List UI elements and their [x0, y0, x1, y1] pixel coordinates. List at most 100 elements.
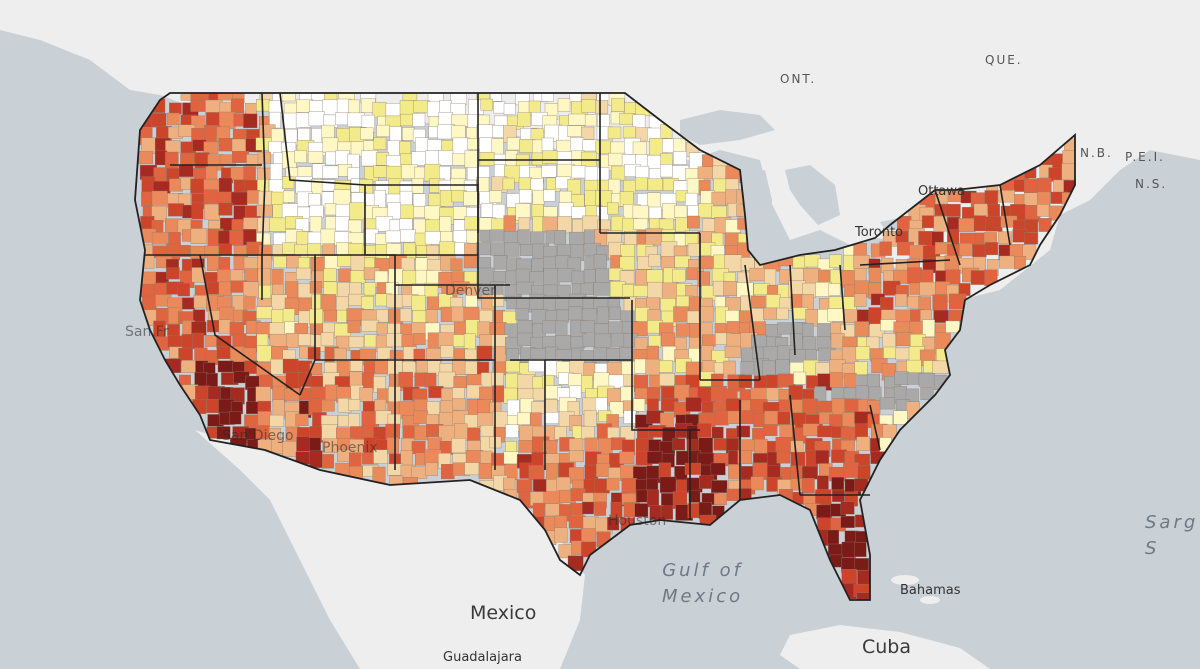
county[interactable]	[269, 414, 285, 427]
county[interactable]	[1036, 204, 1050, 217]
county[interactable]	[230, 166, 245, 181]
county[interactable]	[698, 306, 715, 322]
county[interactable]	[827, 308, 845, 322]
county[interactable]	[531, 401, 547, 414]
county[interactable]	[335, 216, 350, 232]
county[interactable]	[321, 424, 338, 441]
county[interactable]	[606, 348, 620, 362]
county[interactable]	[309, 281, 323, 294]
county[interactable]	[467, 427, 481, 442]
county[interactable]	[439, 241, 456, 255]
county[interactable]	[581, 426, 595, 440]
county[interactable]	[320, 228, 336, 247]
county[interactable]	[776, 450, 791, 464]
county[interactable]	[518, 440, 533, 453]
county[interactable]	[478, 166, 490, 179]
county[interactable]	[282, 441, 297, 457]
county[interactable]	[685, 397, 702, 412]
county[interactable]	[749, 267, 766, 282]
county[interactable]	[853, 255, 870, 269]
county[interactable]	[702, 334, 716, 347]
county[interactable]	[920, 386, 934, 400]
county[interactable]	[672, 268, 686, 283]
county[interactable]	[294, 150, 307, 163]
county[interactable]	[545, 463, 559, 481]
county[interactable]	[879, 241, 892, 256]
county[interactable]	[153, 167, 167, 183]
county[interactable]	[542, 216, 558, 232]
county[interactable]	[830, 333, 845, 349]
county[interactable]	[580, 320, 595, 333]
county[interactable]	[907, 267, 922, 285]
county[interactable]	[203, 189, 218, 204]
county[interactable]	[751, 295, 766, 308]
county[interactable]	[647, 398, 659, 412]
county[interactable]	[450, 258, 463, 272]
county[interactable]	[584, 114, 597, 127]
county[interactable]	[530, 231, 545, 245]
county[interactable]	[479, 386, 494, 400]
county[interactable]	[348, 99, 360, 114]
county[interactable]	[247, 190, 260, 204]
county[interactable]	[985, 216, 1003, 232]
county[interactable]	[763, 307, 778, 320]
county[interactable]	[711, 191, 728, 206]
county[interactable]	[895, 293, 908, 307]
county[interactable]	[322, 454, 334, 469]
county[interactable]	[308, 193, 321, 207]
county[interactable]	[479, 152, 495, 166]
county[interactable]	[270, 358, 285, 375]
county[interactable]	[543, 189, 556, 202]
county[interactable]	[478, 267, 495, 284]
county[interactable]	[648, 335, 662, 348]
county[interactable]	[895, 347, 911, 361]
county[interactable]	[517, 229, 530, 245]
county[interactable]	[453, 376, 467, 388]
county[interactable]	[216, 426, 231, 440]
county[interactable]	[646, 269, 663, 283]
county[interactable]	[518, 177, 532, 192]
county[interactable]	[919, 281, 937, 296]
county[interactable]	[180, 152, 195, 165]
county[interactable]	[219, 111, 236, 129]
county[interactable]	[272, 399, 285, 417]
county[interactable]	[385, 423, 400, 440]
county[interactable]	[181, 360, 196, 373]
county[interactable]	[597, 306, 609, 324]
county[interactable]	[932, 294, 948, 311]
county[interactable]	[169, 102, 182, 115]
county[interactable]	[832, 489, 845, 502]
county[interactable]	[373, 190, 386, 208]
county[interactable]	[555, 297, 570, 311]
county[interactable]	[895, 332, 913, 346]
county[interactable]	[854, 542, 867, 557]
county[interactable]	[217, 296, 233, 309]
county[interactable]	[323, 268, 337, 282]
county[interactable]	[194, 152, 210, 169]
county[interactable]	[817, 425, 834, 438]
county[interactable]	[347, 320, 361, 334]
county[interactable]	[528, 358, 545, 373]
county[interactable]	[166, 267, 180, 280]
county[interactable]	[594, 501, 607, 516]
county[interactable]	[828, 296, 843, 309]
county[interactable]	[518, 217, 531, 230]
county[interactable]	[218, 202, 233, 216]
county[interactable]	[295, 176, 313, 194]
county[interactable]	[856, 436, 870, 451]
county[interactable]	[400, 229, 416, 243]
county[interactable]	[476, 242, 491, 256]
county[interactable]	[217, 360, 234, 373]
county[interactable]	[645, 228, 664, 246]
county[interactable]	[506, 137, 521, 151]
county[interactable]	[257, 254, 272, 270]
county[interactable]	[361, 372, 375, 390]
county[interactable]	[361, 296, 374, 310]
county[interactable]	[218, 319, 231, 334]
county[interactable]	[854, 361, 868, 375]
county[interactable]	[713, 493, 727, 505]
county[interactable]	[607, 202, 619, 215]
county[interactable]	[190, 178, 206, 194]
county[interactable]	[582, 333, 596, 348]
county[interactable]	[777, 322, 793, 335]
